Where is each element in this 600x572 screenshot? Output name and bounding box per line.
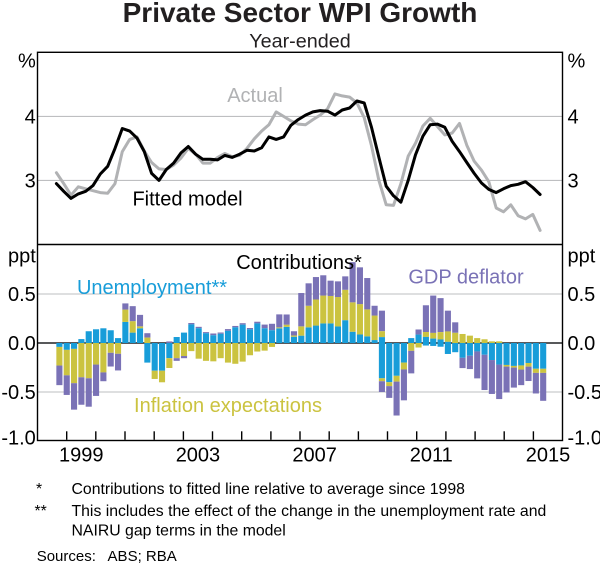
svg-text:ppt: ppt (8, 246, 36, 268)
svg-text:3: 3 (568, 170, 579, 192)
svg-text:**: ** (35, 503, 47, 520)
svg-text:4: 4 (568, 106, 579, 128)
svg-text:0.0: 0.0 (568, 333, 596, 355)
svg-text:Year-ended: Year-ended (249, 31, 351, 53)
svg-text:-1.0: -1.0 (568, 428, 600, 450)
svg-text:GDP deflator: GDP deflator (408, 267, 524, 289)
svg-text:Contributions to fitted line r: Contributions to fitted line relative to… (72, 481, 466, 498)
svg-text:-1.0: -1.0 (1, 428, 35, 450)
svg-text:0.0: 0.0 (8, 333, 36, 355)
svg-text:Contributions*: Contributions* (236, 252, 362, 274)
svg-text:3: 3 (25, 170, 36, 192)
svg-text:This includes the effect of th: This includes the effect of the change i… (72, 503, 547, 520)
svg-text:NAIRU gap terms in the model: NAIRU gap terms in the model (72, 523, 286, 540)
svg-text:ppt: ppt (568, 246, 596, 268)
svg-text:Sources: ABS; RBA: Sources: ABS; RBA (37, 548, 177, 565)
svg-text:1999: 1999 (59, 445, 104, 467)
svg-text:-0.5: -0.5 (1, 382, 35, 404)
svg-text:2003: 2003 (176, 445, 221, 467)
svg-text:4: 4 (25, 106, 36, 128)
svg-text:0.5: 0.5 (8, 284, 36, 306)
svg-text:%: % (18, 51, 36, 73)
svg-text:0.5: 0.5 (568, 284, 596, 306)
svg-text:Unemployment**: Unemployment** (77, 277, 227, 299)
svg-text:Actual: Actual (227, 85, 283, 107)
svg-text:*: * (36, 481, 42, 498)
svg-text:-0.5: -0.5 (568, 382, 600, 404)
svg-text:2007: 2007 (292, 445, 337, 467)
svg-text:Private Sector WPI Growth: Private Sector WPI Growth (123, 0, 478, 28)
svg-text:%: % (568, 51, 586, 73)
svg-text:Fitted model: Fitted model (132, 189, 242, 211)
svg-text:Inflation expectations: Inflation expectations (134, 395, 322, 417)
svg-text:2015: 2015 (526, 445, 571, 467)
svg-text:2011: 2011 (410, 445, 453, 467)
